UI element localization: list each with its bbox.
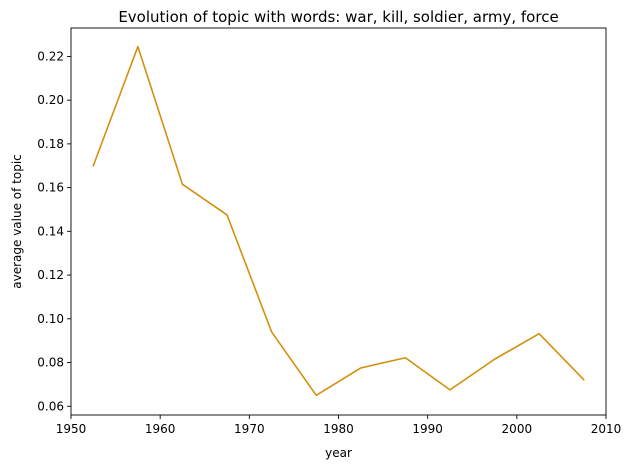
x-tick-label: 2000 bbox=[502, 422, 533, 436]
y-tick-label: 0.06 bbox=[37, 399, 64, 413]
y-tick-label: 0.08 bbox=[37, 356, 64, 370]
y-tick-label: 0.10 bbox=[37, 312, 64, 326]
y-tick-label: 0.12 bbox=[37, 268, 64, 282]
y-tick-label: 0.18 bbox=[37, 137, 64, 151]
y-axis-label: average value of topic bbox=[10, 154, 24, 289]
x-tick-label: 1980 bbox=[323, 422, 354, 436]
x-tick-label: 1960 bbox=[145, 422, 176, 436]
x-axis-label: year bbox=[325, 446, 352, 460]
x-tick-label: 1990 bbox=[412, 422, 443, 436]
x-tick-label: 1950 bbox=[56, 422, 87, 436]
x-tick-label: 2010 bbox=[591, 422, 622, 436]
series-line-0 bbox=[92, 45, 585, 397]
y-tick-label: 0.20 bbox=[37, 93, 64, 107]
x-tick-label: 1970 bbox=[234, 422, 265, 436]
chart-title: Evolution of topic with words: war, kill… bbox=[118, 8, 558, 26]
plot-area: 1950 1960 1970 1980 1990 2000 2010 0.06 0.08 0.10… bbox=[37, 27, 622, 436]
y-tick-label: 0.16 bbox=[37, 181, 64, 195]
y-tick-label: 0.14 bbox=[37, 224, 64, 238]
y-tick-label: 0.22 bbox=[37, 49, 64, 63]
